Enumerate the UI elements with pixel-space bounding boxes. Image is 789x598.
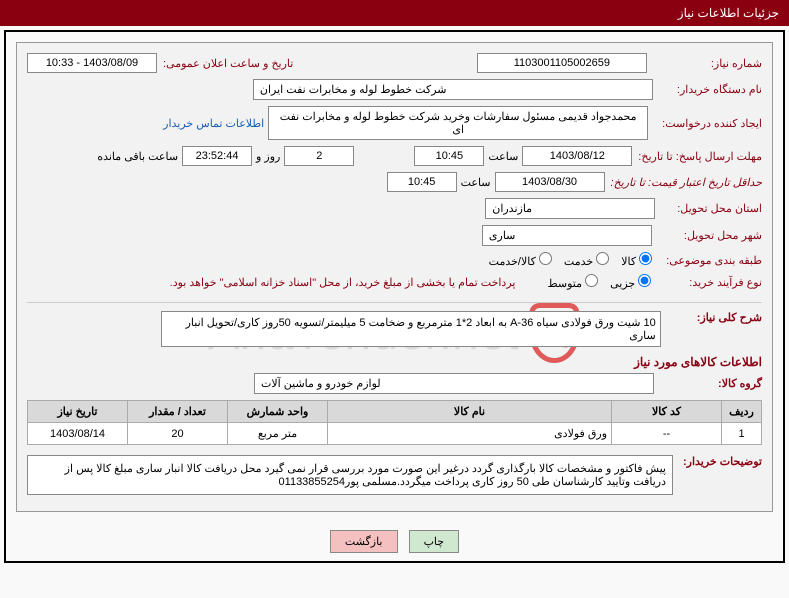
- radio-both[interactable]: [539, 252, 552, 265]
- row-classification: طبقه بندی موضوعی: کالا خدمت کالا/خدمت: [27, 252, 762, 268]
- announce-value: 1403/08/09 - 10:33: [27, 53, 157, 73]
- radio-service-text: خدمت: [564, 256, 593, 268]
- td-unit: متر مربع: [228, 423, 328, 445]
- reply-deadline-days: 2: [284, 146, 354, 166]
- radio-goods[interactable]: [639, 252, 652, 265]
- buyer-org-label: نام دستگاه خریدار:: [671, 83, 762, 96]
- table-row: 1 -- ورق فولادی متر مربع 20 1403/08/14: [28, 423, 762, 445]
- radio-service[interactable]: [596, 252, 609, 265]
- radio-partial[interactable]: [638, 274, 651, 287]
- radio-both-text: کالا/خدمت: [489, 256, 536, 268]
- row-reply-deadline: مهلت ارسال پاسخ: تا تاریخ: 1403/08/12 سا…: [27, 146, 762, 166]
- header-bar: جزئیات اطلاعات نیاز: [0, 0, 789, 26]
- row-purchase-type: نوع فرآیند خرید: جزیی متوسط پرداخت تمام …: [27, 274, 762, 290]
- footer-buttons: چاپ بازگشت: [6, 522, 783, 561]
- th-row: ردیف: [722, 401, 762, 423]
- th-qty: تعداد / مقدار: [128, 401, 228, 423]
- reply-time-label: ساعت: [484, 150, 522, 163]
- td-date: 1403/08/14: [28, 423, 128, 445]
- row-province: استان محل تحویل: مازندران: [27, 198, 762, 219]
- row-buyer-org: نام دستگاه خریدار: شرکت خطوط لوله و مخاب…: [27, 79, 762, 100]
- purchase-note: پرداخت تمام یا بخشی از مبلغ خرید، از محل…: [170, 276, 516, 289]
- need-number-value: 1103001105002659: [477, 53, 647, 73]
- validity-time: 10:45: [387, 172, 457, 192]
- td-name: ورق فولادی: [328, 423, 612, 445]
- table-header-row: ردیف کد کالا نام کالا واحد شمارش تعداد /…: [28, 401, 762, 423]
- outer-frame: AriaTender.net شماره نیاز: 1103001105002…: [4, 30, 785, 563]
- row-goods-group: گروه کالا: لوازم خودرو و ماشین آلات: [27, 373, 762, 394]
- th-unit: واحد شمارش: [228, 401, 328, 423]
- row-buyer-notes: توضیحات خریدار: پیش فاکتور و مشخصات کالا…: [27, 455, 762, 495]
- buyer-notes-label: توضیحات خریدار:: [677, 455, 762, 468]
- td-qty: 20: [128, 423, 228, 445]
- buyer-notes-text: پیش فاکتور و مشخصات کالا بارگذاری گردد د…: [27, 455, 673, 495]
- radio-partial-label: جزیی: [610, 274, 651, 290]
- province-label: استان محل تحویل:: [671, 202, 762, 215]
- main-panel: AriaTender.net شماره نیاز: 1103001105002…: [16, 42, 773, 512]
- goods-table: ردیف کد کالا نام کالا واحد شمارش تعداد /…: [27, 400, 762, 445]
- validity-label: حداقل تاریخ اعتبار قیمت: تا تاریخ:: [605, 176, 762, 189]
- validity-date: 1403/08/30: [495, 172, 605, 192]
- radio-medium-text: متوسط: [547, 278, 582, 290]
- requester-label: ایجاد کننده درخواست:: [656, 117, 762, 130]
- td-code: --: [612, 423, 722, 445]
- classification-label: طبقه بندی موضوعی:: [660, 254, 762, 267]
- td-row: 1: [722, 423, 762, 445]
- province-value: مازندران: [485, 198, 655, 219]
- reply-deadline-remain: 23:52:44: [182, 146, 252, 166]
- goods-group-value: لوازم خودرو و ماشین آلات: [254, 373, 654, 394]
- days-label: روز و: [252, 150, 284, 163]
- radio-medium[interactable]: [585, 274, 598, 287]
- row-need-desc: شرح کلی نیاز: 10 شیت ورق فولادی سیاه A-3…: [27, 311, 762, 347]
- goods-group-label: گروه کالا:: [712, 377, 762, 390]
- row-need-number: شماره نیاز: 1103001105002659 تاریخ و ساع…: [27, 53, 762, 73]
- radio-medium-label: متوسط: [547, 274, 598, 290]
- radio-partial-text: جزیی: [610, 278, 635, 290]
- reply-deadline-date: 1403/08/12: [522, 146, 632, 166]
- radio-goods-label: کالا: [621, 252, 652, 268]
- row-requester: ایجاد کننده درخواست: محمدجواد قدیمی مسئو…: [27, 106, 762, 140]
- row-city: شهر محل تحویل: ساری: [27, 225, 762, 246]
- radio-goods-text: کالا: [621, 256, 636, 268]
- need-desc-text: 10 شیت ورق فولادی سیاه A-36 به ابعاد 2*1…: [161, 311, 661, 347]
- validity-time-label: ساعت: [457, 176, 495, 189]
- goods-section-title: اطلاعات کالاهای مورد نیاز: [27, 355, 762, 369]
- reply-deadline-label: مهلت ارسال پاسخ: تا تاریخ:: [632, 150, 762, 163]
- remain-label: ساعت باقی مانده: [93, 150, 182, 163]
- th-name: نام کالا: [328, 401, 612, 423]
- back-button[interactable]: بازگشت: [330, 530, 398, 553]
- radio-both-label: کالا/خدمت: [489, 252, 552, 268]
- need-desc-label: شرح کلی نیاز:: [691, 311, 762, 324]
- contact-link[interactable]: اطلاعات تماس خریدار: [163, 117, 264, 130]
- reply-deadline-time: 10:45: [414, 146, 484, 166]
- row-validity: حداقل تاریخ اعتبار قیمت: تا تاریخ: 1403/…: [27, 172, 762, 192]
- page-title: جزئیات اطلاعات نیاز: [678, 6, 779, 20]
- print-button[interactable]: چاپ: [409, 530, 460, 553]
- city-label: شهر محل تحویل:: [678, 229, 762, 242]
- announce-label: تاریخ و ساعت اعلان عمومی:: [157, 57, 293, 70]
- buyer-org-value: شرکت خطوط لوله و مخابرات نفت ایران: [253, 79, 653, 100]
- purchase-type-label: نوع فرآیند خرید:: [683, 276, 762, 289]
- need-number-label: شماره نیاز:: [705, 57, 762, 70]
- requester-value: محمدجواد قدیمی مسئول سفارشات وخرید شرکت …: [268, 106, 648, 140]
- th-date: تاریخ نیاز: [28, 401, 128, 423]
- th-code: کد کالا: [612, 401, 722, 423]
- city-value: ساری: [482, 225, 652, 246]
- radio-service-label: خدمت: [564, 252, 609, 268]
